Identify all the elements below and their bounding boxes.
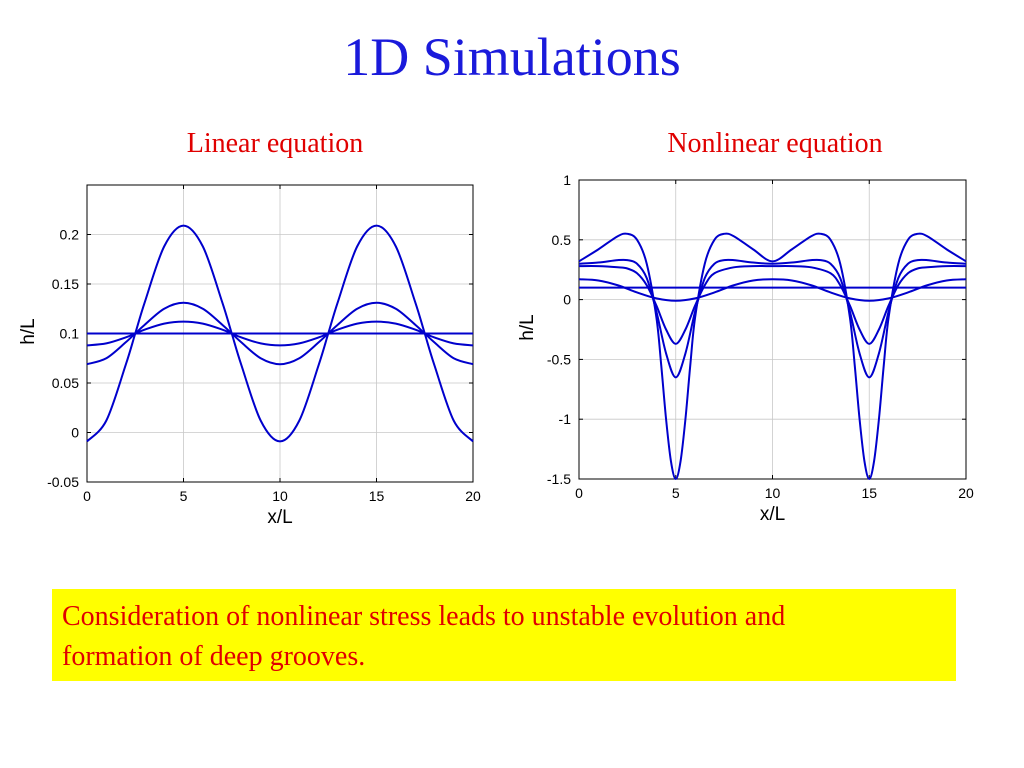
nonlinear-x-axis-label: x/L xyxy=(760,504,785,525)
nonlinear-series-line-5 xyxy=(578,232,967,481)
nonlinear-series-line-3 xyxy=(578,265,967,345)
linear-x-tick-label: 20 xyxy=(465,488,481,504)
nonlinear-y-tick-label: 0.5 xyxy=(552,232,572,248)
nonlinear-x-tick-label: 0 xyxy=(575,485,583,501)
linear-y-tick-label: 0.1 xyxy=(60,326,80,342)
linear-y-tick-label: 0 xyxy=(71,425,79,441)
nonlinear-y-tick-label: -1 xyxy=(559,411,572,427)
linear-x-tick-label: 15 xyxy=(369,488,385,504)
linear-x-axis-label: x/L xyxy=(267,507,292,528)
linear-x-tick-label: 0 xyxy=(83,488,91,504)
linear-y-axis-label: h/L xyxy=(18,318,39,344)
nonlinear-x-tick-label: 5 xyxy=(672,485,680,501)
linear-x-tick-label: 10 xyxy=(272,488,288,504)
linear-y-tick-label: 0.2 xyxy=(60,227,80,243)
nonlinear-series-line-4 xyxy=(578,258,967,379)
nonlinear-series-line-2 xyxy=(578,278,967,302)
nonlinear-y-tick-label: 1 xyxy=(563,172,571,188)
nonlinear-x-tick-label: 10 xyxy=(765,485,781,501)
conclusion-line-1: Consideration of nonlinear stress leads … xyxy=(62,601,786,632)
linear-series-line-3 xyxy=(86,301,474,366)
linear-chart-title: Linear equation xyxy=(186,128,364,159)
linear-series-line-2 xyxy=(86,320,474,347)
linear-y-tick-label: 0.05 xyxy=(52,375,79,391)
linear-series-line-4 xyxy=(86,224,474,443)
nonlinear-y-tick-label: 0 xyxy=(563,292,571,308)
slide-title: 1D Simulations xyxy=(343,27,681,87)
linear-y-tick-label: -0.05 xyxy=(47,474,79,490)
linear-y-tick-label: 0.15 xyxy=(52,276,79,292)
conclusion-line-2: formation of deep grooves. xyxy=(62,641,366,672)
nonlinear-x-tick-label: 20 xyxy=(958,485,974,501)
nonlinear-x-tick-label: 15 xyxy=(861,485,877,501)
linear-x-tick-label: 5 xyxy=(180,488,188,504)
nonlinear-y-axis-label: h/L xyxy=(517,314,538,340)
nonlinear-y-tick-label: -0.5 xyxy=(547,351,571,367)
nonlinear-y-tick-label: -1.5 xyxy=(547,471,571,487)
nonlinear-chart: 0 5 10 15 20 -1.5 -1 -0.5 0 0.5 1 x/L h/L xyxy=(517,172,974,525)
conclusion-box: Consideration of nonlinear stress leads … xyxy=(52,589,956,681)
nonlinear-chart-title: Nonlinear equation xyxy=(667,128,883,159)
